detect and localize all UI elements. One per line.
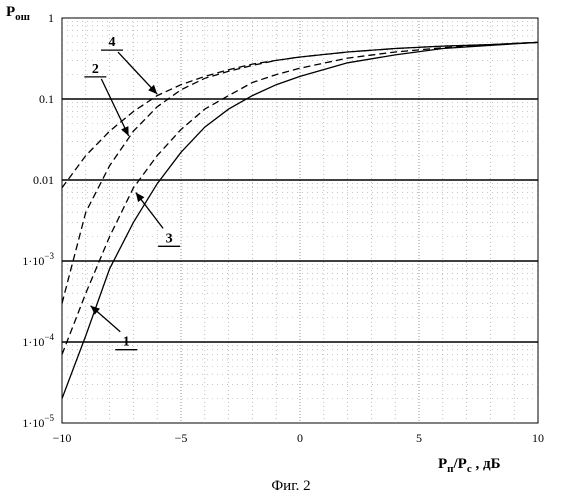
series-2-label: 2 <box>92 62 99 77</box>
series-1-label: 1 <box>123 335 130 350</box>
series-4-label: 4 <box>108 35 115 50</box>
x-tick-label: 0 <box>297 431 303 445</box>
x-tick-label: 10 <box>532 431 544 445</box>
series-3-label: 3 <box>166 231 173 246</box>
x-tick-label: −10 <box>53 431 72 445</box>
x-tick-label: 5 <box>416 431 422 445</box>
y-tick-label: 0.01 <box>33 173 54 187</box>
x-tick-label: −5 <box>175 431 188 445</box>
y-tick-label: 1 <box>48 11 54 25</box>
figure-caption: Фиг. 2 <box>271 478 310 494</box>
y-tick-label: 0.1 <box>39 92 54 106</box>
